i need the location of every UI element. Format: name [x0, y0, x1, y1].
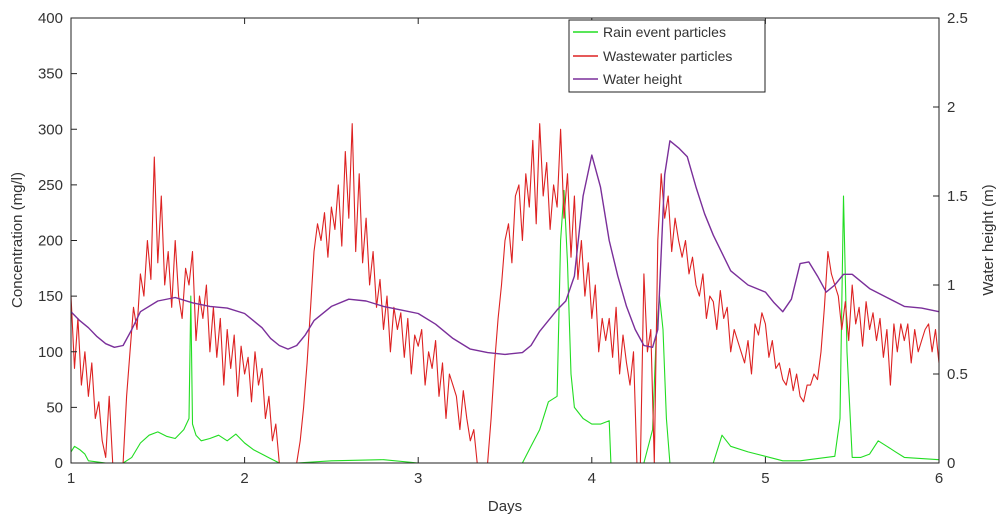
- series-lines: [70, 123, 940, 464]
- y-left-tick-label: 350: [38, 66, 63, 83]
- legend-box: [568, 19, 766, 93]
- y-left-tick-label: 150: [38, 288, 63, 305]
- series-line-water-height: [70, 140, 940, 356]
- y-right-tick-label: 0.5: [947, 366, 968, 383]
- x-tick-label: 2: [240, 470, 248, 487]
- y-right-tick-label: 1.5: [947, 188, 968, 205]
- legend: Rain event particles Wastewater particle…: [568, 19, 766, 93]
- legend-label-rain: Rain event particles: [603, 24, 726, 40]
- y-axis-title-right: Water height (m): [980, 184, 997, 295]
- y-axis-title-left: Concentration (mg/l): [9, 172, 26, 308]
- legend-label-wastewater: Wastewater particles: [603, 48, 732, 64]
- y-left-tick-label: 400: [38, 10, 63, 27]
- y-left-tick-label: 0: [55, 455, 63, 472]
- x-tick-label: 5: [761, 470, 769, 487]
- x-tick-label: 4: [588, 470, 596, 487]
- y-left-tick-label: 100: [38, 344, 63, 361]
- series-line-rain-event-particles: [70, 189, 940, 464]
- y-left-tick-label: 300: [38, 121, 63, 138]
- x-tick-label: 1: [67, 470, 75, 487]
- y-left-tick-label: 250: [38, 177, 63, 194]
- series-line-wastewater-particles: [70, 123, 940, 464]
- y-right-tick-label: 2.5: [947, 10, 968, 27]
- y-left-tick-label: 200: [38, 233, 63, 250]
- y-right-tick-label: 2: [947, 99, 955, 116]
- x-axis-title: Days: [488, 498, 522, 515]
- legend-label-water-height: Water height: [603, 71, 682, 87]
- y-left-tick-label: 50: [46, 399, 63, 416]
- y-right-tick-label: 0: [947, 455, 955, 472]
- tick-marks-and-labels: 1 2 3 4 5 605010015020025030035040000.511.522…: [38, 10, 968, 487]
- y-right-tick-label: 1: [947, 277, 955, 294]
- x-tick-label: 3: [414, 470, 422, 487]
- x-tick-label: 6: [935, 470, 943, 487]
